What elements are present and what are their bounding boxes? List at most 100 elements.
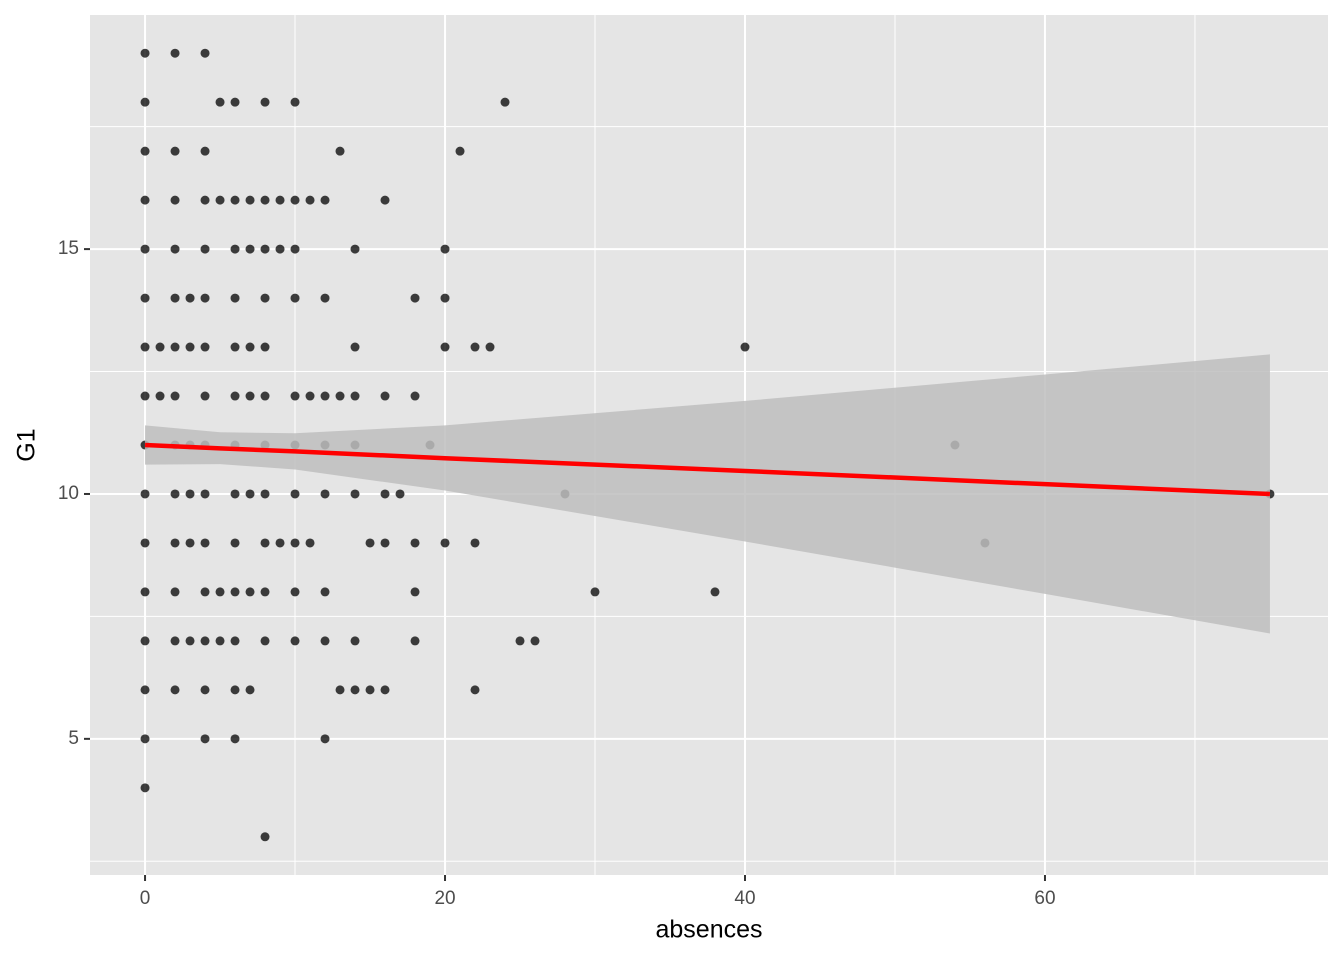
point	[410, 538, 420, 548]
point	[740, 342, 750, 352]
point	[170, 587, 180, 597]
point	[305, 195, 315, 205]
point	[335, 146, 345, 156]
point	[320, 195, 330, 205]
point	[380, 489, 390, 499]
y-tick-label: 5	[68, 728, 79, 749]
point	[305, 538, 315, 548]
point	[350, 489, 360, 499]
point	[185, 636, 195, 646]
point	[470, 685, 480, 695]
point	[245, 685, 255, 695]
point	[170, 391, 180, 401]
point	[320, 391, 330, 401]
point	[275, 244, 285, 254]
point	[590, 587, 600, 597]
point	[290, 489, 300, 499]
point	[260, 195, 270, 205]
point	[290, 97, 300, 107]
point	[500, 97, 510, 107]
point	[140, 636, 150, 646]
point	[320, 587, 330, 597]
point	[290, 391, 300, 401]
point	[260, 636, 270, 646]
point	[215, 636, 225, 646]
point	[380, 685, 390, 695]
point	[140, 734, 150, 744]
point	[140, 97, 150, 107]
point	[200, 342, 210, 352]
point	[200, 146, 210, 156]
point	[440, 293, 450, 303]
point	[170, 244, 180, 254]
point	[185, 293, 195, 303]
point	[140, 244, 150, 254]
point	[305, 391, 315, 401]
point	[170, 48, 180, 58]
point	[410, 636, 420, 646]
point	[440, 244, 450, 254]
point	[410, 587, 420, 597]
point	[200, 734, 210, 744]
point	[140, 538, 150, 548]
point	[515, 636, 525, 646]
point	[140, 146, 150, 156]
point	[230, 244, 240, 254]
point	[335, 391, 345, 401]
point	[245, 587, 255, 597]
point	[260, 244, 270, 254]
point	[260, 293, 270, 303]
point	[410, 293, 420, 303]
point	[155, 391, 165, 401]
point	[200, 685, 210, 695]
point	[245, 391, 255, 401]
point	[365, 685, 375, 695]
point	[170, 636, 180, 646]
point	[530, 636, 540, 646]
point	[140, 48, 150, 58]
point	[260, 391, 270, 401]
point	[230, 587, 240, 597]
point	[230, 293, 240, 303]
point	[230, 391, 240, 401]
point	[290, 538, 300, 548]
point	[230, 489, 240, 499]
point	[380, 195, 390, 205]
point	[230, 685, 240, 695]
point	[260, 587, 270, 597]
point	[335, 685, 345, 695]
point	[380, 538, 390, 548]
point	[245, 244, 255, 254]
point	[455, 146, 465, 156]
point	[200, 48, 210, 58]
point	[260, 342, 270, 352]
point	[470, 342, 480, 352]
y-tick-label: 10	[58, 483, 79, 504]
point	[440, 538, 450, 548]
point	[140, 293, 150, 303]
confidence-band	[145, 354, 1270, 634]
point	[170, 489, 180, 499]
point	[200, 293, 210, 303]
point	[260, 97, 270, 107]
point	[200, 195, 210, 205]
point	[320, 636, 330, 646]
point	[320, 734, 330, 744]
point	[140, 195, 150, 205]
point	[230, 636, 240, 646]
point	[245, 342, 255, 352]
point	[410, 391, 420, 401]
point	[170, 538, 180, 548]
x-tick-label: 60	[1034, 888, 1055, 909]
point	[230, 734, 240, 744]
point	[350, 342, 360, 352]
x-tick-label: 40	[734, 888, 755, 909]
point	[350, 391, 360, 401]
point	[230, 342, 240, 352]
point	[395, 489, 405, 499]
x-tick-label: 20	[434, 888, 455, 909]
y-axis-title: G1	[13, 428, 41, 461]
point	[140, 587, 150, 597]
point	[170, 146, 180, 156]
point	[350, 636, 360, 646]
